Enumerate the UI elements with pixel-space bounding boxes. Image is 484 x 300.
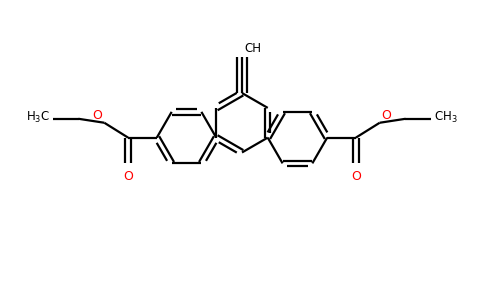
Text: CH$_3$: CH$_3$ [434,110,458,125]
Text: CH: CH [244,42,261,56]
Text: O: O [382,109,392,122]
Text: O: O [123,170,133,183]
Text: O: O [351,170,361,183]
Text: H$_3$C: H$_3$C [26,110,50,125]
Text: O: O [92,109,102,122]
